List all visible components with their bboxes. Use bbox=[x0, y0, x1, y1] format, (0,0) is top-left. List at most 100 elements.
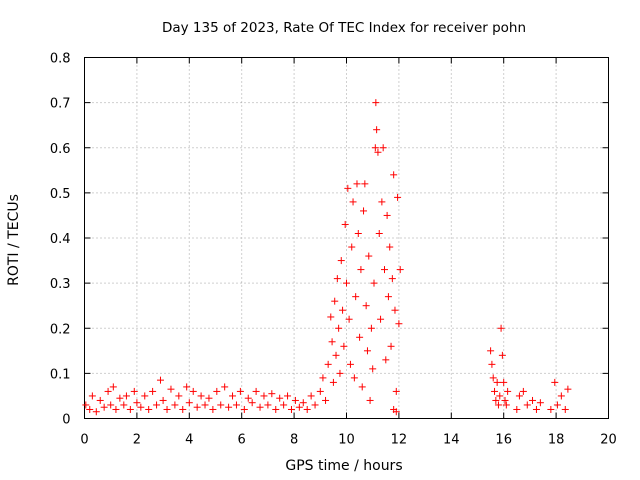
data-point bbox=[375, 229, 383, 237]
data-point bbox=[171, 401, 179, 409]
data-point bbox=[163, 405, 171, 413]
data-point bbox=[504, 387, 512, 395]
data-point bbox=[213, 387, 221, 395]
data-point bbox=[354, 229, 362, 237]
data-point bbox=[390, 171, 398, 179]
y-tick-label: 0.2 bbox=[50, 322, 71, 337]
grid-lines bbox=[84, 57, 609, 419]
data-point bbox=[384, 293, 392, 301]
data-point bbox=[371, 144, 379, 152]
y-tick-label: 0.1 bbox=[50, 367, 71, 382]
x-tick-label: 12 bbox=[391, 433, 408, 448]
data-point bbox=[361, 180, 369, 188]
data-point bbox=[141, 392, 149, 400]
y-tick-label: 0.4 bbox=[50, 232, 71, 247]
data-point bbox=[331, 297, 339, 305]
data-point bbox=[284, 392, 292, 400]
data-point bbox=[392, 408, 400, 416]
x-tick-label: 6 bbox=[238, 433, 246, 448]
data-point bbox=[332, 351, 340, 359]
x-tick-label: 10 bbox=[338, 433, 355, 448]
data-point bbox=[252, 387, 260, 395]
x-axis-label: GPS time / hours bbox=[285, 458, 402, 474]
data-point bbox=[299, 399, 307, 407]
data-point bbox=[303, 405, 311, 413]
x-tick-label: 14 bbox=[443, 433, 460, 448]
data-point bbox=[287, 405, 295, 413]
data-point bbox=[394, 193, 402, 201]
data-point bbox=[382, 356, 390, 364]
data-point bbox=[193, 403, 201, 411]
data-point bbox=[248, 399, 256, 407]
data-point bbox=[391, 306, 399, 314]
data-point bbox=[564, 385, 572, 393]
data-point bbox=[363, 347, 371, 355]
data-point bbox=[327, 313, 335, 321]
data-point bbox=[149, 387, 157, 395]
data-point bbox=[209, 405, 217, 413]
data-point bbox=[366, 396, 374, 404]
data-point bbox=[229, 392, 237, 400]
data-point bbox=[311, 401, 319, 409]
data-point bbox=[360, 207, 368, 215]
data-point bbox=[561, 405, 569, 413]
data-point bbox=[497, 324, 505, 332]
data-point bbox=[116, 394, 124, 402]
data-point bbox=[88, 392, 96, 400]
data-point bbox=[316, 387, 324, 395]
y-tick-label: 0.5 bbox=[50, 187, 71, 202]
data-point bbox=[112, 405, 120, 413]
data-point bbox=[496, 392, 504, 400]
data-point bbox=[395, 320, 403, 328]
data-point bbox=[333, 275, 341, 283]
data-point bbox=[96, 396, 104, 404]
data-point bbox=[372, 99, 380, 107]
y-tick-label: 0.3 bbox=[50, 277, 71, 292]
data-point bbox=[201, 401, 209, 409]
data-point bbox=[145, 405, 153, 413]
data-point bbox=[322, 396, 330, 404]
data-point bbox=[307, 392, 315, 400]
data-point bbox=[346, 360, 354, 368]
data-point bbox=[340, 342, 348, 350]
data-point bbox=[167, 385, 175, 393]
y-tick-label: 0 bbox=[62, 413, 70, 428]
data-point bbox=[82, 401, 90, 409]
data-point bbox=[232, 401, 240, 409]
chart-title: Day 135 of 2023, Rate Of TEC Index for r… bbox=[162, 20, 526, 36]
data-point bbox=[153, 401, 161, 409]
data-point bbox=[487, 347, 495, 355]
data-point bbox=[337, 257, 345, 265]
data-point bbox=[335, 324, 343, 332]
data-point bbox=[515, 392, 523, 400]
data-point bbox=[179, 405, 187, 413]
data-point bbox=[175, 392, 183, 400]
data-point bbox=[396, 266, 404, 274]
data-point bbox=[217, 401, 225, 409]
data-point bbox=[386, 243, 394, 251]
data-point bbox=[491, 387, 499, 395]
data-point bbox=[387, 342, 395, 350]
data-point bbox=[348, 243, 356, 251]
data-point bbox=[329, 378, 337, 386]
data-point bbox=[356, 333, 364, 341]
x-tick-label: 20 bbox=[600, 433, 617, 448]
data-point bbox=[377, 315, 385, 323]
data-point bbox=[264, 401, 272, 409]
data-point bbox=[553, 401, 561, 409]
data-point bbox=[492, 396, 500, 404]
data-point bbox=[349, 198, 357, 206]
x-axis: 0 2 4 6 8 10 12 14 16 18 20 bbox=[80, 57, 617, 448]
data-point bbox=[256, 403, 264, 411]
x-tick-label: 18 bbox=[548, 433, 565, 448]
y-tick-label: 0.6 bbox=[50, 142, 71, 157]
data-point bbox=[236, 387, 244, 395]
data-point bbox=[276, 394, 284, 402]
data-point bbox=[336, 369, 344, 377]
data-point bbox=[380, 266, 388, 274]
data-point bbox=[86, 405, 94, 413]
data-point bbox=[523, 401, 531, 409]
data-point bbox=[343, 279, 350, 287]
data-point bbox=[189, 387, 197, 395]
data-point bbox=[156, 376, 164, 384]
